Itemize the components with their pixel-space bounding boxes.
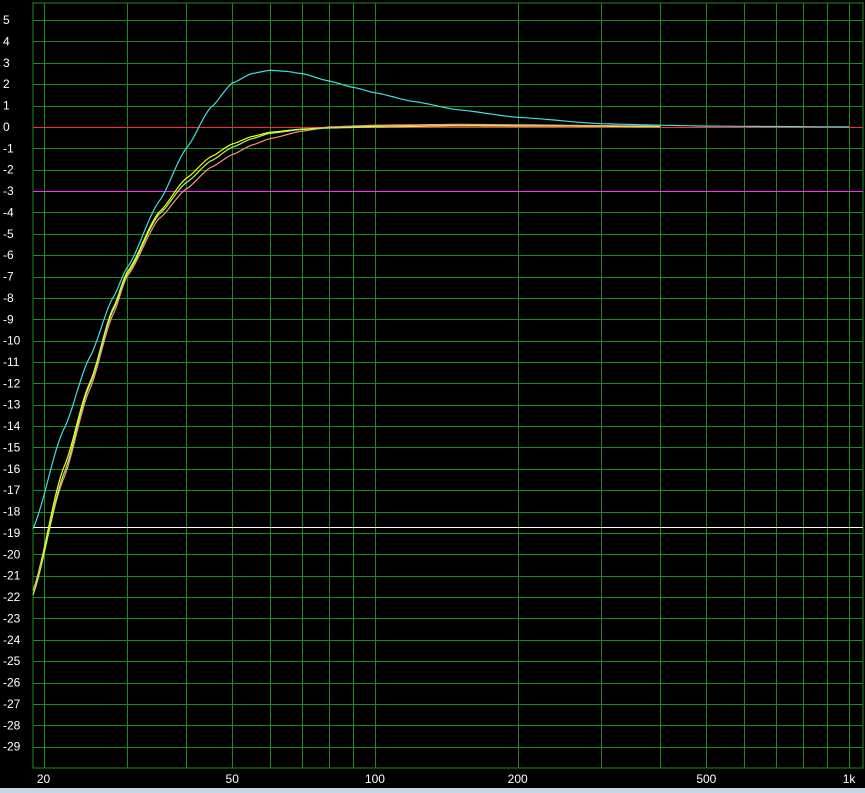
y-tick-label: -21 <box>3 569 21 583</box>
x-tick-label: 50 <box>226 772 240 786</box>
y-tick-label: -25 <box>3 654 21 668</box>
y-tick-label: -26 <box>3 676 21 690</box>
y-tick-label: 4 <box>3 34 10 48</box>
y-tick-label: 2 <box>3 77 10 91</box>
bottom-strip <box>0 788 865 793</box>
series-line <box>32 125 661 596</box>
y-tick-label: -29 <box>3 740 21 754</box>
y-tick-label: -28 <box>3 718 21 732</box>
y-tick-label: -2 <box>3 163 14 177</box>
series-line <box>32 69 850 529</box>
y-tick-label: -18 <box>3 505 21 519</box>
y-tick-label: -4 <box>3 205 14 219</box>
y-tick-label: -19 <box>3 526 21 540</box>
x-tick-label: 200 <box>508 772 528 786</box>
y-tick-label: 1 <box>3 99 10 113</box>
y-tick-label: -3 <box>3 184 14 198</box>
y-tick-label: -16 <box>3 462 21 476</box>
y-tick-label: -13 <box>3 398 21 412</box>
y-tick-label: -24 <box>3 633 21 647</box>
y-tick-label: -8 <box>3 291 14 305</box>
plot-area <box>32 2 864 769</box>
y-tick-label: -6 <box>3 248 14 262</box>
series-line <box>32 123 661 591</box>
y-tick-label: -5 <box>3 227 14 241</box>
y-tick-label: 3 <box>3 56 10 70</box>
y-tick-label: -11 <box>3 355 20 369</box>
y-tick-label: -7 <box>3 270 14 284</box>
y-tick-label: -27 <box>3 697 21 711</box>
y-tick-label: 0 <box>3 120 10 134</box>
y-tick-label: -20 <box>3 547 21 561</box>
y-tick-label: -9 <box>3 312 14 326</box>
y-tick-label: -23 <box>3 611 21 625</box>
x-tick-label: 500 <box>696 772 716 786</box>
y-tick-label: -17 <box>3 483 21 497</box>
y-tick-label: -14 <box>3 419 21 433</box>
y-tick-label: -22 <box>3 590 21 604</box>
y-tick-label: -1 <box>3 141 14 155</box>
x-tick-label: 1k <box>843 772 857 786</box>
y-tick-label: -12 <box>3 376 21 390</box>
x-tick-label: 100 <box>365 772 385 786</box>
y-tick-label: 5 <box>3 13 10 27</box>
y-tick-label: -15 <box>3 440 21 454</box>
y-tick-label: -10 <box>3 334 21 348</box>
x-tick-label: 20 <box>37 772 51 786</box>
